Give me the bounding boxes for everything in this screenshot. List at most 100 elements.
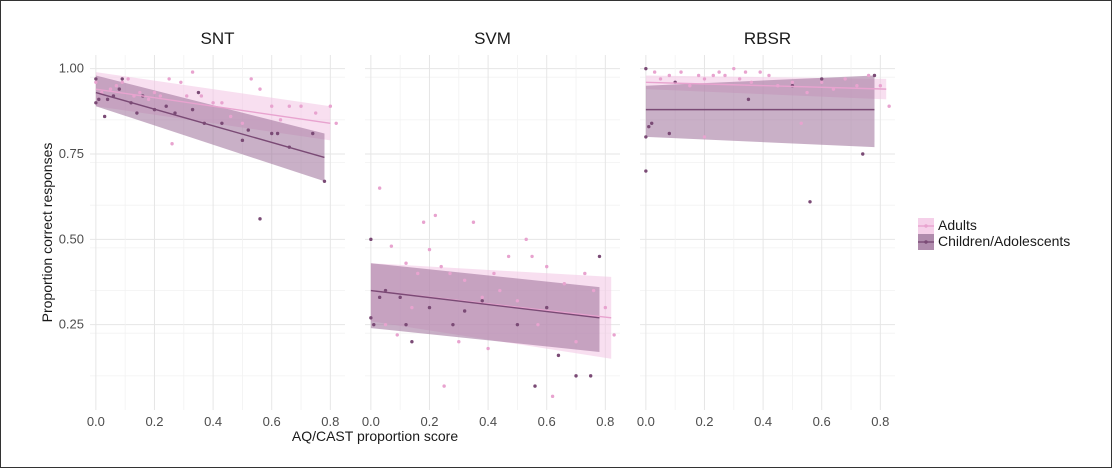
data-point <box>442 384 446 388</box>
data-point <box>515 322 520 327</box>
data-point <box>723 73 727 78</box>
data-point <box>377 295 382 300</box>
data-point <box>749 80 754 85</box>
data-point <box>383 322 388 327</box>
x-tick-label: 0.2 <box>695 414 713 429</box>
data-point <box>887 104 891 108</box>
data-point <box>556 353 561 358</box>
data-point <box>732 66 736 71</box>
fit-line <box>95 88 331 124</box>
data-point <box>410 305 414 310</box>
data-point <box>644 135 648 139</box>
data-point <box>416 271 420 276</box>
x-tick-label: 0.0 <box>87 414 105 429</box>
data-point <box>743 70 748 74</box>
fit-line <box>645 81 887 90</box>
data-point <box>872 73 877 78</box>
data-point <box>196 90 201 95</box>
x-tick-label: 0.0 <box>362 414 380 429</box>
confidence-band <box>95 75 325 182</box>
data-point <box>398 295 402 300</box>
data-point <box>278 118 283 122</box>
data-point <box>97 97 101 102</box>
data-point <box>471 220 476 224</box>
y-tick-label: 0.75 <box>59 146 84 161</box>
data-point <box>644 66 648 71</box>
data-point <box>506 254 511 259</box>
data-point <box>808 200 812 204</box>
data-point <box>369 316 373 320</box>
data-point <box>185 94 189 98</box>
data-point <box>421 220 426 224</box>
data-point <box>108 87 113 91</box>
data-point <box>603 305 608 310</box>
data-point <box>117 87 122 91</box>
data-point <box>114 84 119 88</box>
data-point <box>369 237 373 242</box>
x-tick-label: 0.6 <box>538 414 556 429</box>
data-point <box>492 271 496 276</box>
data-point <box>612 333 616 337</box>
data-point <box>480 299 484 303</box>
data-point <box>439 264 443 269</box>
data-point <box>647 124 651 129</box>
data-point <box>427 305 432 310</box>
data-point <box>688 84 692 88</box>
legend-point <box>924 224 928 228</box>
data-point <box>533 384 537 388</box>
data-point <box>448 271 452 276</box>
data-point <box>383 288 388 293</box>
data-point <box>574 374 578 378</box>
data-point <box>246 128 250 132</box>
data-point <box>313 111 318 115</box>
panel-title: SNT <box>201 29 235 48</box>
data-point <box>711 73 715 78</box>
data-point <box>190 70 195 74</box>
data-point <box>427 247 432 252</box>
x-tick-label: 0.8 <box>871 414 889 429</box>
data-point <box>530 254 534 259</box>
data-point <box>597 254 602 259</box>
data-point <box>311 131 315 136</box>
data-point <box>135 111 139 115</box>
data-point <box>120 80 124 85</box>
data-point <box>878 84 883 88</box>
data-point <box>702 77 707 81</box>
x-tick-label: 0.2 <box>145 414 163 429</box>
legend-point <box>924 240 928 244</box>
data-point <box>258 87 262 91</box>
data-point <box>820 80 824 85</box>
data-point <box>120 77 124 81</box>
data-point <box>275 131 280 136</box>
panel-title: SVM <box>474 29 511 48</box>
data-point <box>211 101 215 105</box>
data-point <box>545 264 549 269</box>
data-point <box>164 104 168 108</box>
data-point <box>667 131 672 136</box>
data-point <box>805 90 809 95</box>
data-point <box>462 278 467 282</box>
data-point <box>328 104 333 108</box>
data-point <box>105 97 110 102</box>
data-point <box>746 97 751 102</box>
data-point <box>94 101 98 105</box>
data-point <box>199 94 204 98</box>
data-point <box>843 77 847 81</box>
x-tick-label: 0.2 <box>420 414 438 429</box>
data-point <box>240 121 245 125</box>
data-point <box>861 152 865 156</box>
data-point <box>94 80 98 85</box>
data-point <box>498 288 502 293</box>
y-tick-label: 0.50 <box>59 231 84 246</box>
data-point <box>562 282 567 286</box>
x-tick-label: 0.8 <box>321 414 339 429</box>
data-point <box>179 80 183 85</box>
data-point <box>287 104 292 108</box>
data-point <box>102 114 107 119</box>
data-point <box>480 295 484 300</box>
data-point <box>650 121 654 125</box>
data-point <box>658 77 663 81</box>
data-point <box>550 394 555 399</box>
data-point <box>717 70 721 74</box>
